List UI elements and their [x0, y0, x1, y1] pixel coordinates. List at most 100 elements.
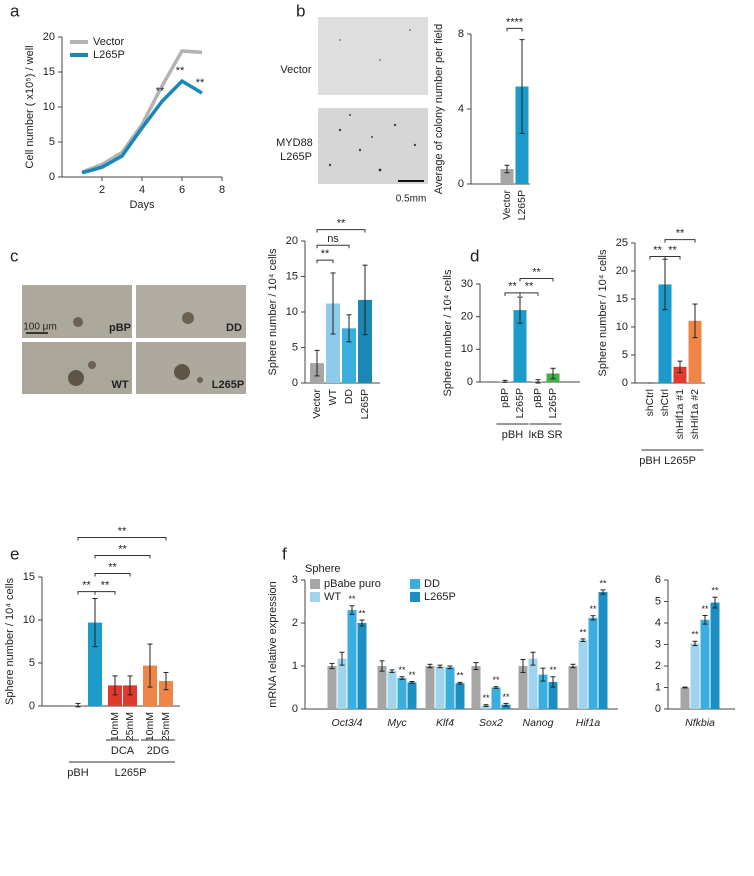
bar: [598, 592, 608, 709]
y-tick-label: 20: [461, 311, 473, 323]
significance: **: [321, 248, 330, 260]
legend-label: L265P: [424, 591, 456, 603]
bar: [700, 619, 710, 709]
x-tick-label: Klf4: [436, 717, 454, 729]
significance-bracket: [664, 239, 696, 243]
x-tick-label: Oct3/4: [332, 717, 363, 729]
x-tick-label: Nfkbia: [685, 717, 715, 729]
y-axis-label: Sphere number / 10⁴ cells: [597, 249, 609, 377]
y-tick-label: 20: [43, 31, 55, 43]
significance: **: [408, 670, 416, 680]
significance-bracket: [77, 536, 167, 541]
group-label: pBH: [67, 767, 88, 779]
significance: **: [549, 665, 557, 675]
chart: b 0 4 8 Average of colony number per field Ve…: [276, 1, 530, 220]
bar: [326, 303, 340, 383]
legend-swatch: [410, 579, 420, 589]
bar: [397, 678, 407, 709]
x-tick-label: Myc: [387, 717, 407, 729]
x-tick-label: DD: [343, 389, 355, 405]
significance: **: [676, 228, 685, 240]
significance: **: [579, 627, 587, 637]
group-label: IκB SR: [528, 429, 562, 441]
x-tick-label: 8: [219, 184, 225, 196]
x-tick-label: Nanog: [523, 717, 554, 729]
y-tick-label: 0: [655, 703, 661, 715]
y-axis-label: Sphere number / 10⁴ cells: [442, 269, 454, 397]
bar: [471, 666, 481, 709]
significance-bracket: [316, 244, 350, 249]
y-axis-label: Sphere number / 10⁴ cells: [267, 248, 279, 376]
significance-bracket: [77, 591, 96, 595]
bar: [673, 366, 687, 383]
significance: **: [82, 580, 91, 592]
legend-label: pBabe puro: [324, 578, 381, 590]
significance-bracket: [506, 27, 523, 32]
y-tick-label: 10: [286, 306, 298, 318]
x-tick-label: 10mM: [109, 712, 121, 741]
y-tick-label: 8: [458, 28, 464, 40]
x-tick-label: pBP: [532, 388, 544, 408]
x-tick-label: shHif1a #1: [674, 389, 686, 439]
y-tick-label: 20: [616, 265, 628, 277]
y-axis-label: Average of colony number per field: [433, 24, 445, 194]
bar: [387, 671, 397, 709]
legend-title: Sphere: [305, 563, 340, 575]
chart: c 0 5 10 15 20 Sphere number / 10⁴ cells Vector…: [10, 218, 380, 419]
y-tick-label: 10: [616, 321, 628, 333]
legend-swatch: [410, 592, 420, 602]
micrograph-c: [22, 285, 246, 394]
significance: **: [482, 693, 490, 703]
bar: [513, 310, 527, 382]
bar: [515, 86, 529, 184]
bar: [548, 681, 558, 709]
x-tick-label: 25mM: [124, 712, 136, 741]
y-tick-label: 0: [49, 171, 55, 183]
significance: **: [668, 244, 677, 256]
x-tick-label: L265P: [514, 388, 526, 418]
bar: [123, 685, 137, 706]
significance-bracket: [504, 292, 521, 296]
significance: **: [196, 77, 205, 89]
significance: **: [337, 218, 346, 230]
bar: [481, 705, 491, 709]
significance: **: [118, 525, 127, 537]
x-tick-label: Vector: [311, 389, 323, 419]
image-label: WT: [111, 379, 128, 391]
group-label: pBH: [502, 429, 523, 441]
image-label: MYD88 L265P: [276, 137, 316, 163]
legend-label: DD: [424, 578, 440, 590]
x-tick-label: Sox2: [479, 717, 503, 729]
bar: [588, 617, 598, 709]
significance: **: [118, 543, 127, 555]
significance-bracket: [94, 591, 116, 595]
bar: [377, 666, 387, 709]
group-label: L265P: [115, 767, 147, 779]
group-label: pBH: [639, 455, 660, 467]
chart: 0 5 10 15 20 25 Sphere number / 10⁴ cells shCtr…: [597, 228, 705, 467]
significance: **: [358, 608, 366, 618]
y-tick-label: 10: [43, 101, 55, 113]
y-tick-label: 5: [49, 136, 55, 148]
bar: [501, 704, 511, 709]
y-tick-label: 10: [461, 343, 473, 355]
y-tick-label: 0: [458, 178, 464, 190]
significance-bracket: [94, 555, 151, 559]
x-axis-label: Days: [129, 199, 155, 211]
y-tick-label: 4: [655, 617, 661, 629]
significance-bracket: [94, 573, 131, 577]
x-tick-label: L265P: [359, 389, 371, 419]
significance: ns: [327, 233, 339, 245]
bar: [357, 623, 367, 709]
significance: **: [653, 244, 662, 256]
significance-bracket: [316, 229, 366, 233]
bar: [88, 622, 102, 706]
y-tick-label: 30: [461, 278, 473, 290]
y-tick-label: 1: [292, 660, 298, 672]
significance: **: [502, 692, 510, 702]
significance-bracket: [519, 292, 539, 296]
significance-bracket: [519, 277, 554, 282]
